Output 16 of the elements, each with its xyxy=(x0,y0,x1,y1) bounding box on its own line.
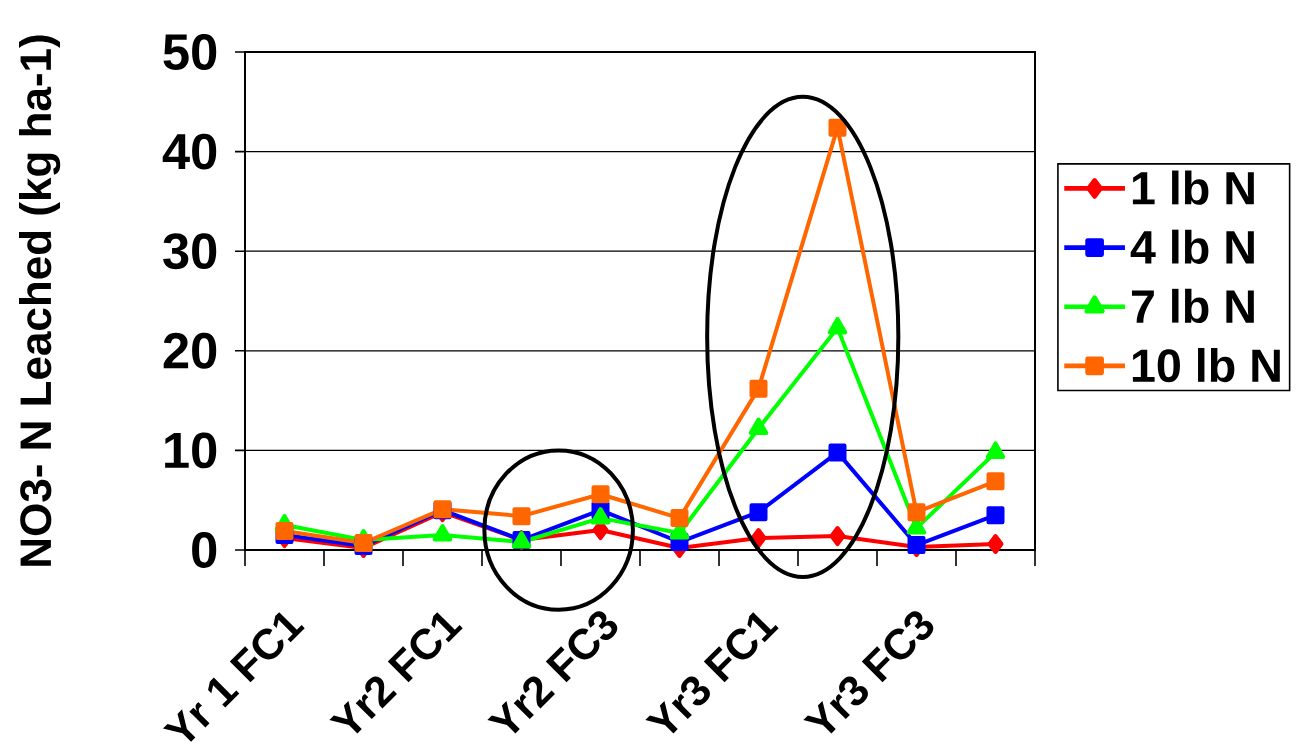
x-tick-label: Yr2 FC1 xyxy=(329,612,463,734)
x-tick-label: Yr 1 FC1 xyxy=(162,612,305,742)
legend-label: 1 lb N xyxy=(1132,170,1254,205)
legend-label: 7 lb N xyxy=(1131,288,1254,324)
legend-label: 10 lb N xyxy=(1132,347,1280,383)
x-tick-label: Yr3 FC3 xyxy=(803,611,934,734)
y-tick-label: 30 xyxy=(163,233,217,270)
y-tick-label: 50 xyxy=(163,34,217,70)
legend-label: 4 lb N xyxy=(1130,229,1254,264)
y-tick-label: 10 xyxy=(165,432,217,469)
x-tick-label: Yr3 FC1 xyxy=(645,612,779,734)
y-axis-title: NO3- N Leached (kg ha-1) xyxy=(19,35,61,566)
y-tick-label: 40 xyxy=(162,133,217,170)
x-tick-label: Yr2 FC3 xyxy=(487,611,618,734)
y-tick-label: 0 xyxy=(192,532,217,568)
y-tick-label: 20 xyxy=(163,332,217,369)
